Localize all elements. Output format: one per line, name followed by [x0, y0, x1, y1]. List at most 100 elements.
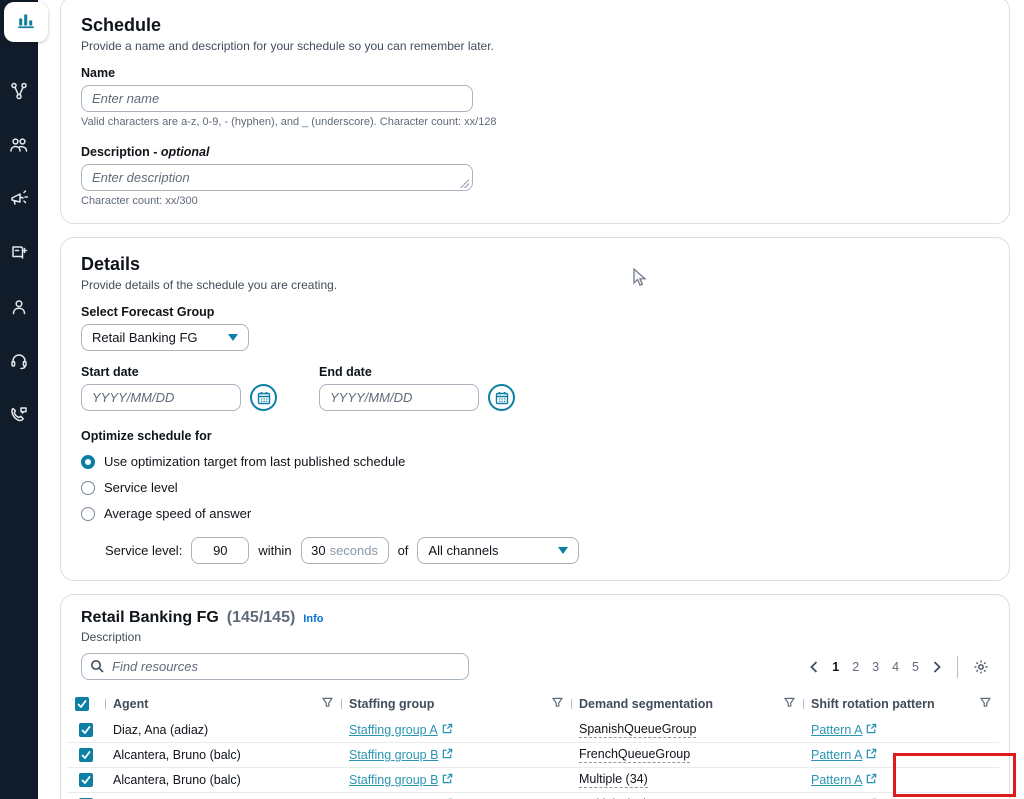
table-row: Alcantera, Bruno (balc) Staffing group B…	[67, 767, 999, 792]
column-header[interactable]: Demand segmentation	[571, 695, 803, 713]
external-link-icon	[866, 748, 877, 762]
name-input[interactable]	[81, 85, 473, 112]
agent-name: Diaz, Ana (adiaz)	[113, 722, 209, 737]
info-link[interactable]: Info	[303, 613, 324, 625]
filter-icon[interactable]	[552, 697, 563, 711]
calendar-icon	[257, 391, 270, 404]
staffing-group-link[interactable]: Staffing group B	[349, 773, 453, 787]
next-page-icon[interactable]	[932, 660, 942, 673]
optimize-option[interactable]: Average speed of answer	[81, 506, 989, 521]
column-header[interactable]: Staffing group	[341, 695, 571, 713]
forecast-group-table-card: Retail Banking FG (145/145) Info Descrip…	[60, 594, 1010, 799]
demand-segmentation-value: SpanishQueueGroup	[579, 721, 697, 738]
service-level-input[interactable]	[191, 537, 250, 564]
of-label: of	[397, 543, 409, 558]
column-header-label: Staffing group	[349, 696, 435, 711]
start-date-calendar-button[interactable]	[250, 384, 277, 411]
optimize-label: Optimize schedule for	[81, 429, 212, 443]
sidebar-item-selected[interactable]	[4, 2, 48, 42]
chevron-down-icon	[228, 334, 238, 341]
filter-icon[interactable]	[980, 697, 991, 711]
shift-pattern-link[interactable]: Pattern A	[811, 723, 877, 737]
page-number[interactable]: 2	[852, 659, 860, 674]
gear-icon[interactable]	[973, 659, 989, 675]
external-link-icon	[442, 723, 453, 737]
users-group-icon	[9, 135, 29, 160]
announce-icon	[9, 189, 29, 214]
seconds-input[interactable]: 30 seconds	[300, 537, 389, 564]
filter-icon[interactable]	[322, 697, 333, 711]
column-header[interactable]: Shift rotation pattern	[803, 695, 999, 713]
shift-pattern-link[interactable]: Pattern A	[811, 773, 877, 787]
search-box	[81, 653, 469, 680]
table-row: Alcantera, Bruno (balc) Staffing group B…	[67, 742, 999, 767]
search-icon	[90, 659, 104, 678]
prev-page-icon[interactable]	[809, 660, 819, 673]
forecast-group-label: Select Forecast Group	[81, 305, 215, 319]
forecast-group-select[interactable]: Retail Banking FG	[81, 324, 249, 351]
end-date-calendar-button[interactable]	[488, 384, 515, 411]
main-content: Schedule Provide a name and description …	[38, 0, 1024, 799]
row-checkbox[interactable]	[79, 748, 93, 762]
start-date-label: Start date	[81, 365, 139, 379]
flows-icon	[9, 81, 29, 106]
description-help-text: Character count: xx/300	[81, 195, 198, 207]
select-all-checkbox[interactable]	[75, 696, 89, 711]
staffing-group-link[interactable]: Staffing group A	[349, 723, 453, 737]
table-description-label: Description	[81, 630, 142, 644]
agent-name: Alcantera, Bruno (balc)	[113, 748, 241, 762]
details-card: Details Provide details of the schedule …	[60, 237, 1010, 581]
channels-select[interactable]: All channels	[417, 537, 580, 564]
chevron-down-icon	[558, 547, 569, 554]
sidebar-item[interactable]	[0, 228, 38, 282]
demand-segmentation-value: Multiple (34)	[579, 772, 648, 788]
optimize-option-label: Use optimization target from last publis…	[104, 454, 406, 469]
details-subtitle: Provide details of the schedule you are …	[81, 278, 338, 292]
sidebar-item[interactable]	[0, 282, 38, 336]
toolbar-divider	[957, 655, 958, 678]
column-header-label: Agent	[113, 696, 149, 711]
description-textarea[interactable]: Enter description	[81, 164, 473, 191]
sidebar-item[interactable]	[0, 390, 38, 444]
directory-add-icon	[9, 243, 29, 268]
start-date-input[interactable]	[81, 384, 241, 411]
search-input[interactable]	[81, 653, 469, 680]
resize-grip[interactable]	[460, 179, 469, 188]
end-date-input[interactable]	[319, 384, 479, 411]
optimize-option[interactable]: Service level	[81, 480, 989, 495]
external-link-icon	[866, 773, 877, 787]
column-header-label: Demand segmentation	[579, 696, 714, 711]
radio-selected-icon	[81, 454, 95, 469]
name-label: Name	[81, 66, 116, 80]
sidebar-item[interactable]	[0, 174, 38, 228]
agents-table: Agent Staffing group Demand segmentation…	[67, 690, 999, 799]
sidebar-item[interactable]	[0, 66, 38, 120]
schedule-title: Schedule	[81, 15, 162, 35]
description-placeholder: Enter description	[92, 170, 190, 185]
service-level-row: Service level: within 30 seconds of All …	[105, 537, 989, 564]
headset-icon	[9, 351, 29, 376]
filter-icon[interactable]	[784, 697, 795, 711]
row-checkbox[interactable]	[79, 722, 93, 737]
optimize-option-label: Service level	[104, 480, 178, 495]
table-row: Alcantera, Bruno (balc) Staffing group A…	[67, 792, 999, 799]
page-number[interactable]: 1	[832, 659, 840, 674]
sidebar-item[interactable]	[0, 120, 38, 174]
external-link-icon	[866, 723, 877, 737]
sidebar-item[interactable]	[0, 336, 38, 390]
row-checkbox[interactable]	[79, 773, 93, 787]
radio-icon	[81, 480, 95, 495]
page-number[interactable]: 3	[872, 659, 880, 674]
column-header[interactable]: Agent	[105, 695, 341, 713]
calendar-icon	[495, 391, 508, 404]
column-header-label: Shift rotation pattern	[811, 696, 935, 711]
page-number[interactable]: 4	[892, 659, 900, 674]
page-number[interactable]: 5	[912, 659, 919, 674]
left-nav-sidebar	[0, 0, 48, 799]
schedule-subtitle: Provide a name and description for your …	[81, 39, 494, 53]
optimize-option[interactable]: Use optimization target from last publis…	[81, 454, 989, 469]
shift-pattern-link[interactable]: Pattern A	[811, 748, 877, 762]
table-title: Retail Banking FG	[81, 609, 219, 626]
staffing-group-link[interactable]: Staffing group B	[349, 748, 453, 762]
